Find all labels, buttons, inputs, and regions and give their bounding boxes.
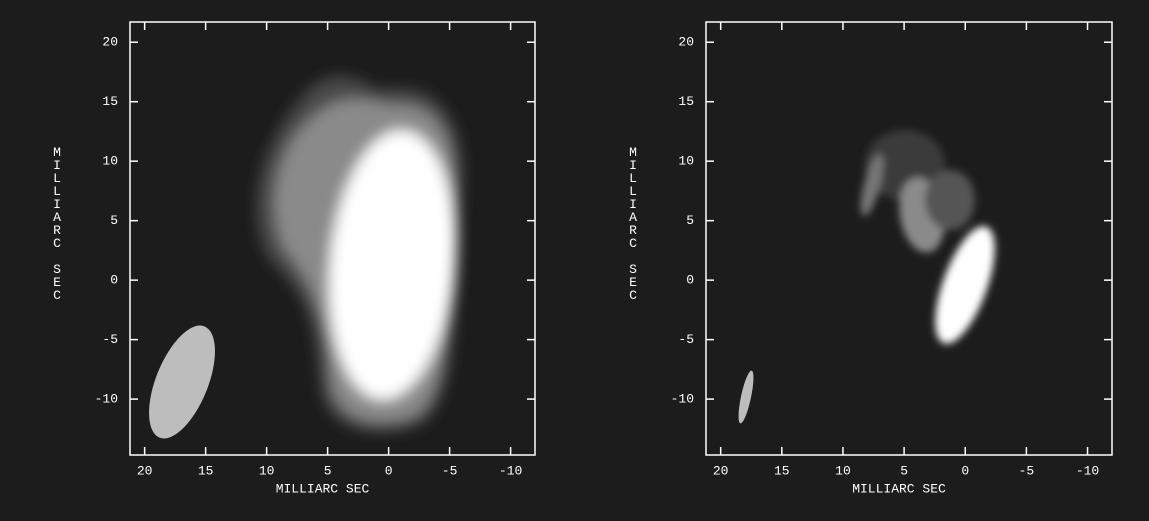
emission — [860, 130, 995, 344]
y-tick-label: -10 — [671, 392, 694, 407]
x-tick-label: 20 — [137, 463, 153, 478]
beam — [149, 325, 215, 439]
x-tick-label: -5 — [442, 463, 458, 478]
x-tick-label: 15 — [198, 463, 214, 478]
y-tick-label: 5 — [686, 213, 694, 228]
y-tick-label: 20 — [102, 35, 118, 50]
emission-knot — [860, 154, 884, 216]
y-tick-label: 15 — [102, 94, 118, 109]
y-tick-label: 20 — [678, 35, 694, 50]
x-tick-label: -10 — [499, 463, 522, 478]
x-axis-label: MILLIARC SEC — [276, 481, 370, 496]
y-tick-label: 15 — [678, 94, 694, 109]
panel: 20 15 10 5 0 -5 -10 20 15 10 5 0 -5 -10 MILLIARC SEC MI… — [50, 21, 536, 496]
y-tick-label: -5 — [102, 332, 118, 347]
frame — [705, 21, 1113, 456]
y-axis-label: MILLIARC SEC — [50, 145, 65, 301]
emission-core — [935, 226, 995, 344]
y-tick-label: 5 — [110, 213, 118, 228]
y-tick-label: 0 — [110, 273, 118, 288]
panel: 20 15 10 5 0 -5 -10 20 15 10 5 0 -5 -10 MILLIARC SEC MI… — [626, 21, 1113, 496]
x-tick-label: -10 — [1076, 463, 1099, 478]
emission-knot — [925, 170, 975, 230]
emission — [256, 76, 464, 433]
y-axis-label: MILLIARC SEC — [626, 145, 641, 301]
x-tick-label: 0 — [385, 463, 393, 478]
x-tick-label: -5 — [1019, 463, 1035, 478]
y-tick-label: 0 — [686, 273, 694, 288]
x-tick-label: 0 — [961, 463, 969, 478]
y-tick-label: -5 — [678, 332, 694, 347]
y-tick-label: 10 — [678, 154, 694, 169]
x-axis-label: MILLIARC SEC — [852, 481, 946, 496]
x-tick-label: 10 — [259, 463, 275, 478]
emission-core — [329, 130, 455, 400]
x-tick-label: 10 — [835, 463, 851, 478]
frame — [129, 21, 536, 456]
x-tick-label: 5 — [900, 463, 908, 478]
x-tick-label: 5 — [324, 463, 332, 478]
y-tick-label: -10 — [95, 392, 118, 407]
y-tick-label: 10 — [102, 154, 118, 169]
beam — [738, 370, 754, 424]
x-tick-label: 20 — [713, 463, 729, 478]
x-tick-label: 15 — [774, 463, 790, 478]
